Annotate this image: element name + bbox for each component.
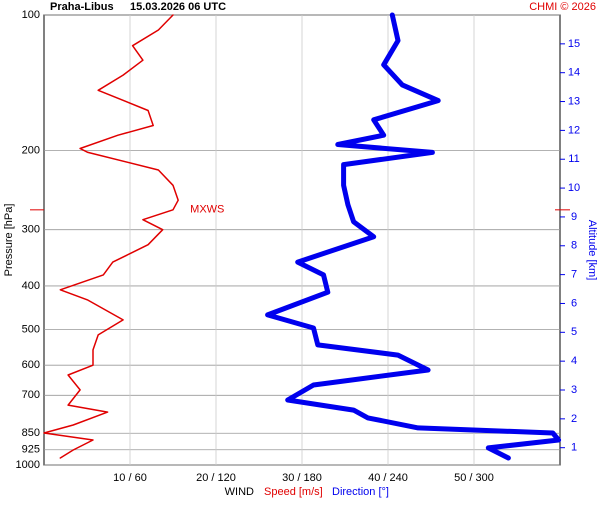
- y-tick-label: 850: [22, 427, 40, 439]
- y2-tick-label: 6: [571, 297, 577, 309]
- y2-tick-label: 5: [571, 326, 577, 338]
- y2-tick-label: 7: [571, 269, 577, 281]
- y-tick-label: 400: [22, 280, 40, 292]
- y-tick-label: 100: [22, 9, 40, 21]
- data-line: [43, 14, 179, 459]
- y-tick-label: 300: [22, 224, 40, 236]
- y-axis-label: Pressure [hPa]: [3, 204, 15, 277]
- y2-tick-label: 14: [568, 67, 580, 79]
- y-tick-label: 500: [22, 323, 40, 335]
- y2-tick-label: 12: [568, 124, 580, 136]
- y2-axis-label: Altitude [km]: [586, 220, 598, 281]
- x-axis-label: WIND: [225, 486, 254, 498]
- y2-tick-label: 9: [571, 211, 577, 223]
- legend-entry: Speed [m/s]: [264, 486, 323, 498]
- y2-tick-label: 11: [568, 153, 579, 165]
- y2-tick-label: 3: [571, 384, 577, 396]
- x-tick-label: 50 / 300: [454, 472, 494, 484]
- y-tick-label: 700: [22, 389, 40, 401]
- y2-tick-label: 4: [571, 355, 577, 367]
- x-tick-label: 40 / 240: [368, 472, 408, 484]
- y-tick-label: 600: [22, 359, 40, 371]
- credit: CHMI © 2026: [529, 1, 596, 13]
- chart-title: Praha-Libus: [50, 1, 114, 13]
- y2-tick-label: 13: [568, 95, 580, 107]
- x-tick-label: 30 / 180: [282, 472, 322, 484]
- y-tick-label: 1000: [16, 459, 40, 471]
- data-line: [265, 12, 562, 461]
- y2-tick-label: 10: [568, 182, 580, 194]
- y-tick-label: 200: [22, 144, 40, 156]
- legend-entry: Direction [°]: [332, 486, 389, 498]
- x-tick-label: 20 / 120: [196, 472, 236, 484]
- y2-tick-label: 8: [571, 240, 577, 252]
- annotation-label: MXWS: [190, 204, 224, 216]
- y2-tick-label: 1: [571, 442, 577, 454]
- y-tick-label: 925: [22, 444, 40, 456]
- x-tick-label: 10 / 60: [113, 472, 147, 484]
- chart-subtitle: 15.03.2026 06 UTC: [130, 1, 226, 13]
- y2-tick-label: 15: [568, 38, 580, 50]
- y2-tick-label: 2: [571, 413, 577, 425]
